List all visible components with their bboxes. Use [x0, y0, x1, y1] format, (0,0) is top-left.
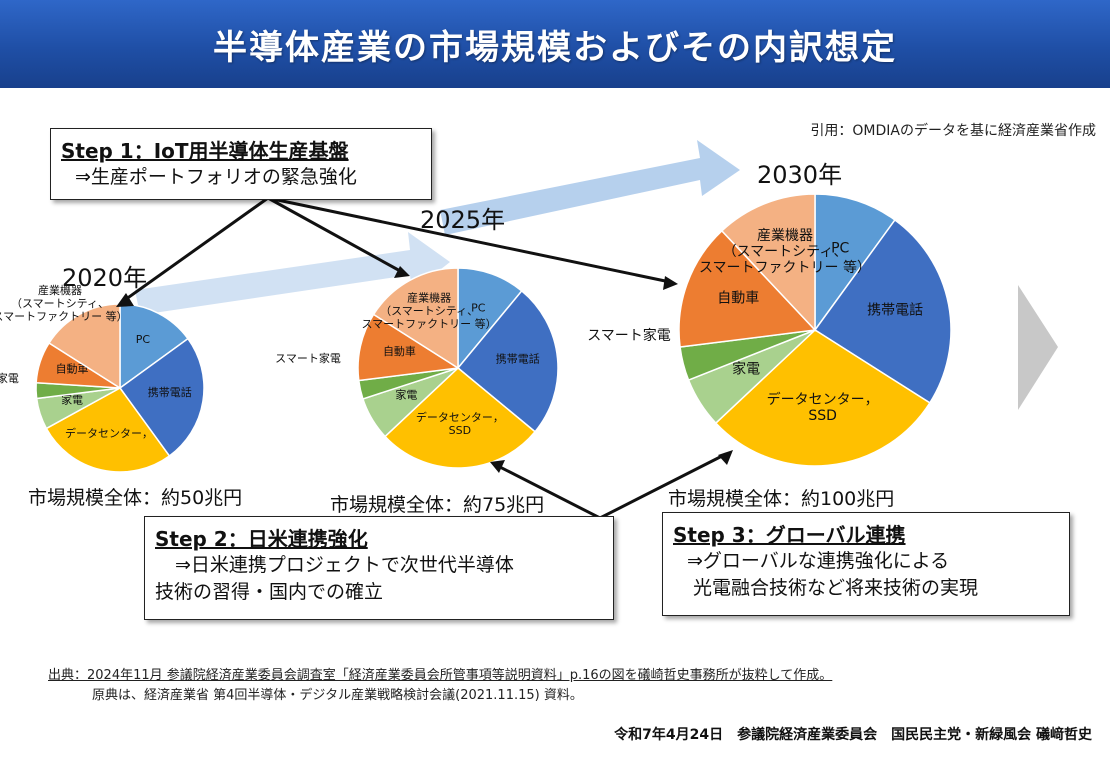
pie-label-2025年-5: 自動車 [383, 344, 416, 358]
pie-slice-2025年-0 [457, 267, 523, 371]
pie-label-2020年-4: スマート家電 [0, 371, 19, 385]
step3-desc-2: 光電融合技術など将来技術の実現 [693, 576, 979, 599]
pie-label-2025年-1: 携帯電話 [496, 351, 540, 365]
pie-slice-2025年-5 [357, 313, 461, 382]
market-size-2025: 市場規模全体：約75兆円 [330, 494, 545, 516]
pie-label-2025年-6: 産業機器（スマートシティ、スマートファクトリー 等） [362, 290, 497, 330]
pie-slice-2020年-1 [118, 337, 205, 458]
market-size-2020: 市場規模全体：約50兆円 [28, 487, 243, 509]
growth-arrow-2 [440, 140, 740, 235]
growth-arrow-1 [135, 232, 450, 315]
footer-signature: 令和7年4月24日 参議院経済産業委員会 国民民主党・新緑風会 礒﨑哲史 [614, 727, 1092, 743]
step2-title: Step 2：日米連携強化 [155, 527, 368, 551]
pie-label-2025年-2: データセンター， SSD [416, 410, 504, 437]
pie-label-2020年-0: PC [136, 333, 151, 346]
market-size-2030: 市場規模全体：約100兆円 [668, 488, 895, 510]
pie-slice-2025年-1 [456, 289, 559, 433]
pie-label-2030年-2: データセンター， SSD [767, 391, 879, 424]
pie-label-2020年-1: 携帯電話 [148, 385, 192, 399]
year-label-2020: 2020年 [62, 264, 148, 292]
pie-label-2020年-3: 家電 [61, 393, 83, 407]
step3-desc-1: ⇒グローバルな連携強化による [687, 550, 950, 572]
pie-label-2020年-2: データセンター， [65, 426, 153, 440]
pie-slice-2030年-0 [814, 193, 896, 333]
footer-source-line: 出典：2024年11月 参議院経済産業委員会調査室「経済産業委員会所管事項等説明… [48, 668, 833, 683]
pie-label-2020年-6: 産業機器（スマートシティ、スマートファクトリー 等） [0, 283, 128, 323]
pie-slice-2030年-5 [678, 229, 817, 348]
pie-slice-2025年-6 [372, 267, 459, 370]
pie-label-2030年-3: 家電 [732, 361, 760, 378]
source-note: 引用：OMDIAのデータを基に経済産業省作成 [810, 123, 1096, 139]
footer-origin-line: 原典は、経済産業省 第4回半導体・デジタル産業戦略検討会議(2021.11.15… [92, 688, 583, 703]
year-label-2030: 2030年 [757, 161, 843, 189]
pie-label-2025年-0: PC [471, 302, 486, 315]
pie-slice-2020年-6 [48, 303, 121, 390]
title-bar: 半導体産業の市場規模およびその内訳想定 [0, 0, 1110, 88]
step1-box: Step 1：IoT用半導体生産基盤 ⇒生産ポートフォリオの緊急強化 [50, 128, 432, 200]
step1-desc: ⇒生産ポートフォリオの緊急強化 [75, 166, 357, 188]
pie-label-2025年-4: スマート家電 [275, 351, 341, 365]
pie-label-2030年-5: 自動車 [717, 289, 759, 306]
step2-desc-2: 技術の習得・国内での確立 [155, 580, 384, 603]
step2-box: Step 2：日米連携強化 ⇒日米連携プロジェクトで次世代半導体 技術の習得・国… [144, 516, 614, 620]
pie-label-2020年-5: 自動車 [56, 361, 89, 375]
step1-title: Step 1：IoT用半導体生産基盤 [61, 139, 349, 163]
step2-desc-1: ⇒日米連携プロジェクトで次世代半導体 [175, 554, 514, 576]
step3-box: Step 3：グローバル連携 ⇒グローバルな連携強化による 光電融合技術など将来… [662, 512, 1070, 616]
pie-label-2030年-6: 産業機器（スマートシティ、スマートファクトリー 等） [699, 228, 871, 276]
connector-arrows [121, 196, 727, 520]
pie-slice-2030年-1 [813, 218, 952, 404]
pie-label-2030年-1: 携帯電話 [867, 302, 923, 319]
pie-slice-2030年-6 [720, 193, 816, 332]
step3-title: Step 3：グローバル連携 [673, 523, 906, 547]
year-label-2025: 2025年 [420, 206, 506, 234]
pie-slice-2020年-2 [45, 387, 171, 473]
page-title: 半導体産業の市場規模およびその内訳想定 [213, 27, 897, 68]
big-gray-arrow [1018, 285, 1058, 410]
arrowheads [116, 266, 733, 473]
pie-slice-2030年-2 [714, 329, 931, 467]
pie-label-2030年-0: PC [831, 240, 849, 256]
pie-label-2030年-4: スマート家電 [587, 327, 671, 344]
pie-slice-2025年-2 [384, 367, 537, 469]
pie-label-2025年-3: 家電 [395, 388, 417, 402]
